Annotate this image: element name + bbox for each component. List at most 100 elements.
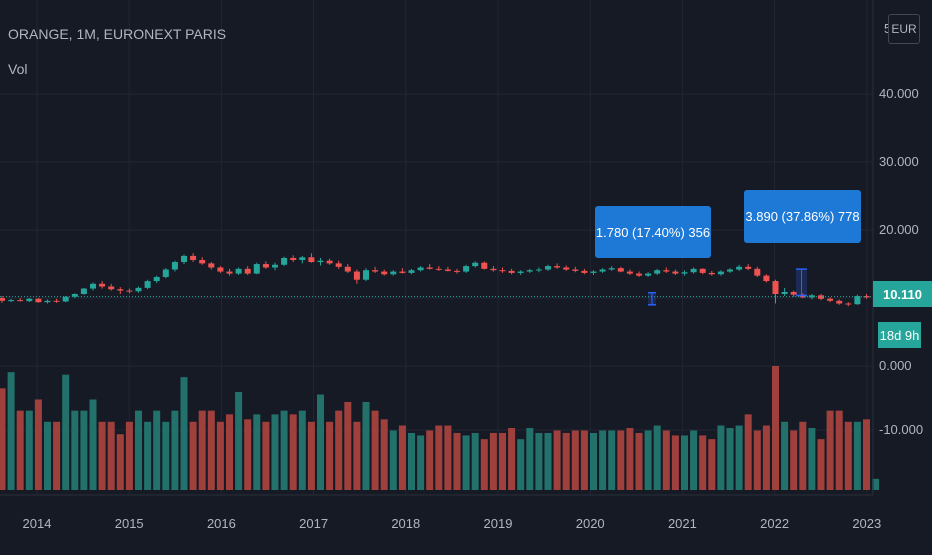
candle-body [99, 283, 106, 287]
price-tick-label: 20.000 [879, 222, 919, 237]
candle-body [499, 270, 506, 272]
candle-body [35, 298, 42, 303]
volume-bar [298, 410, 306, 490]
volume-bar [125, 421, 133, 490]
volume-bar [735, 425, 743, 490]
candle-body [399, 271, 406, 273]
last-price-badge: 10.110 [873, 281, 932, 307]
volume-bar [608, 430, 616, 490]
time-tick-label: 2020 [576, 516, 605, 531]
candle-body [426, 267, 433, 269]
candle-body [535, 269, 542, 271]
candle-body [308, 257, 315, 263]
volume-bar [226, 414, 233, 490]
volume-bar [872, 478, 880, 490]
time-axis[interactable]: 2014 2015 2016 2017 2018 2019 2020 2021 2022 2023 [23, 516, 882, 531]
volume-bar [471, 432, 479, 490]
time-tick-label: 2021 [668, 516, 697, 531]
volume-bar [107, 421, 115, 490]
volume-bar [144, 421, 152, 490]
candle-body [717, 271, 724, 275]
volume-bar [408, 432, 415, 490]
candle-body [808, 295, 815, 298]
volume-bar [726, 428, 734, 490]
candle-body [663, 270, 670, 272]
candles [0, 253, 879, 307]
candle-body [626, 271, 633, 274]
symbol-title[interactable]: ORANGE, 1M, EURONEXT PARIS [8, 26, 227, 42]
volume-bar [253, 414, 261, 490]
bar-countdown-badge: 18d 9h [878, 322, 921, 348]
volume-bar [753, 430, 761, 490]
volume-bar [544, 432, 552, 490]
volume-bar [25, 410, 33, 490]
candle-body [153, 277, 160, 282]
candle-body [8, 300, 15, 302]
price-axis[interactable]: 40.000 30.000 20.000 0.000 -10.000 [879, 86, 923, 437]
volume-bar [198, 410, 206, 490]
volume-indicator-label[interactable]: Vol [8, 61, 28, 77]
volume-bar [671, 435, 679, 490]
measure-tools[interactable] [648, 268, 807, 306]
candle-body [17, 300, 24, 302]
time-tick-label: 2018 [391, 516, 420, 531]
measure-note-1[interactable]: 1.780 (17.40%) 356 [595, 206, 711, 258]
candle-body [80, 288, 87, 294]
grid [0, 0, 873, 495]
volume-bar [344, 401, 352, 490]
volume-bar [480, 439, 488, 490]
volume-bar [162, 421, 170, 490]
candle-body [90, 283, 96, 289]
candle-body [126, 290, 133, 292]
volume-bar [326, 421, 334, 490]
time-tick-label: 2019 [484, 516, 513, 531]
volume-bar [817, 439, 825, 490]
volume-bar [362, 401, 370, 490]
candle-body [444, 269, 451, 271]
volume-bar [717, 425, 725, 490]
volume-bar [772, 366, 779, 490]
volume-bar [216, 421, 224, 490]
candle-body [44, 300, 51, 303]
volume-bar [863, 419, 870, 490]
volume-bar [489, 432, 497, 490]
volume-bar [153, 410, 161, 490]
volume-bar [526, 428, 534, 490]
candle-body [53, 300, 60, 302]
candle-body [572, 269, 579, 271]
candle-body [508, 270, 515, 273]
volume-bar [635, 432, 643, 490]
candle-body [62, 296, 69, 302]
candle-body [818, 295, 824, 299]
candle-body [290, 257, 297, 260]
volume-bar [317, 394, 324, 490]
volume-bar [599, 430, 607, 490]
volume-bar [453, 432, 461, 490]
volume-bar [844, 421, 852, 490]
volume-bar [53, 421, 61, 490]
candle-body [727, 269, 733, 272]
volume-bar [262, 421, 270, 490]
candle-body [208, 263, 215, 268]
volume-bar [690, 430, 698, 490]
candle-body [71, 294, 78, 297]
volume-bar [171, 410, 179, 490]
candle-body [526, 270, 533, 272]
time-tick-label: 2022 [760, 516, 789, 531]
candle-body [226, 271, 233, 274]
volume-bar [271, 414, 279, 490]
candle-body [144, 281, 151, 288]
volume-bar [98, 421, 106, 490]
candle-body [545, 266, 551, 270]
volume-bars [0, 366, 880, 490]
candle-body [0, 298, 5, 301]
volume-bar [244, 419, 252, 490]
candle-body [672, 271, 679, 274]
currency-button[interactable]: EUR [888, 14, 920, 44]
measure-note-2[interactable]: 3.890 (37.86%) 778 [744, 190, 861, 243]
candle-body [836, 300, 843, 304]
candle-body [344, 266, 351, 272]
candle-body [181, 255, 187, 263]
